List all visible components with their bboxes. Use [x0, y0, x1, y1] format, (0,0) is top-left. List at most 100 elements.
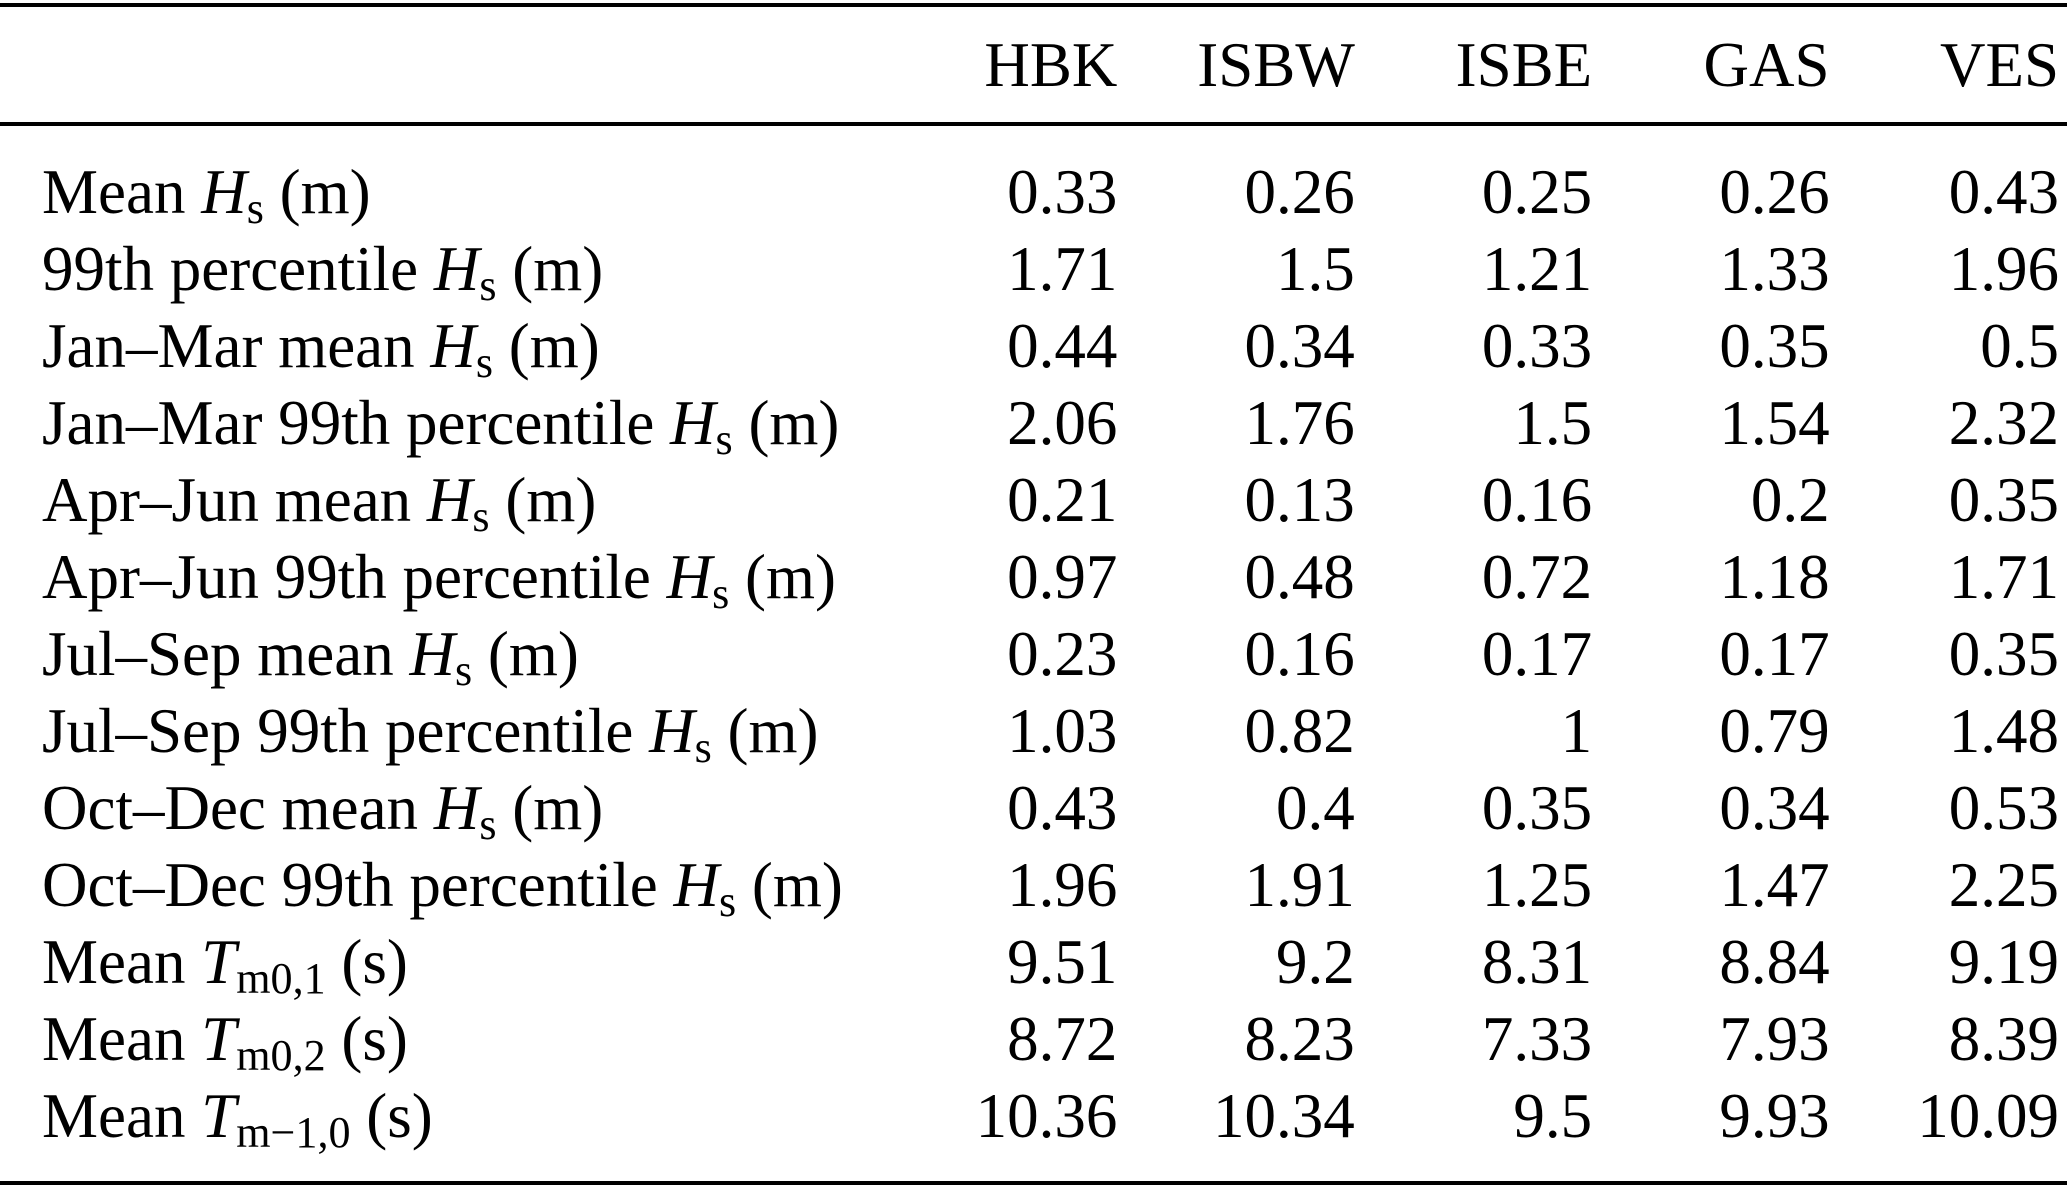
value-cell: 1.21	[1481, 234, 1593, 304]
math-variable: H	[670, 388, 716, 458]
value-cell: 1.76	[1244, 388, 1355, 458]
value-cell: 1.47	[1719, 850, 1830, 920]
value-cell: 8.72	[1007, 1004, 1118, 1074]
row-label-text: Apr–Jun mean	[42, 465, 427, 535]
math-variable: H	[673, 850, 719, 920]
math-variable: H	[433, 773, 480, 843]
row-label-unit: (m)	[489, 465, 597, 535]
row-label: Oct–Dec 99th percentile Hs (m)	[0, 847, 880, 924]
value-cell: 8.31	[1481, 927, 1593, 997]
value-cell: 1.18	[1719, 542, 1830, 612]
header-row: HBK ISBW ISBE GAS VES	[0, 5, 2067, 126]
value-cell: 8.84	[1719, 927, 1830, 997]
row-label-unit: (m)	[496, 234, 604, 304]
table-row: Mean Tm0,1 (s) 9.51 9.2 8.31 8.84 9.19	[0, 924, 2067, 1001]
value-cell: 0.43	[1007, 773, 1118, 843]
row-label: Jan–Mar 99th percentile Hs (m)	[0, 385, 880, 462]
math-variable: T	[201, 1081, 237, 1151]
column-header-ves: VES	[1829, 5, 2067, 126]
math-subscript: s	[712, 568, 730, 618]
value-cell: 0.72	[1481, 542, 1593, 612]
table-header: HBK ISBW ISBE GAS VES	[0, 5, 2067, 126]
wave-statistics-table: HBK ISBW ISBE GAS VES Mean Hs (m) 0.33 0.26 0.2…	[0, 3, 2067, 1185]
value-cell: 0.23	[1007, 619, 1118, 689]
value-cell: 0.33	[1481, 311, 1593, 381]
value-cell: 0.16	[1481, 465, 1593, 535]
row-label: Mean Tm0,2 (s)	[0, 1001, 880, 1078]
math-variable: H	[649, 696, 695, 766]
table-row: Jul–Sep 99th percentile Hs (m) 1.03 0.82 1 0…	[0, 693, 2067, 770]
value-cell: 7.33	[1481, 1004, 1593, 1074]
table-row: Jan–Mar mean Hs (m) 0.44 0.34 0.33 0.35 0.5	[0, 308, 2067, 385]
row-label: Jul–Sep mean Hs (m)	[0, 616, 880, 693]
value-cell: 7.93	[1719, 1004, 1830, 1074]
value-cell: 0.35	[1719, 311, 1830, 381]
value-cell: 0.44	[1007, 311, 1118, 381]
value-cell: 1.25	[1481, 850, 1593, 920]
math-subscript: s	[475, 337, 494, 387]
statistics-table-container: HBK ISBW ISBE GAS VES Mean Hs (m) 0.33 0.26 0.2…	[0, 3, 2067, 1185]
row-label-unit: (m)	[711, 696, 819, 766]
value-cell: 0.21	[1007, 465, 1118, 535]
value-cell: 0.33	[1007, 157, 1118, 227]
math-subscript: m0,2	[236, 1030, 326, 1080]
value-cell: 0.13	[1244, 465, 1355, 535]
value-cell: 2.32	[1948, 388, 2059, 458]
row-label: Mean Tm0,1 (s)	[0, 924, 880, 1001]
table-row: Apr–Jun 99th percentile Hs (m) 0.97 0.48 0.…	[0, 539, 2067, 616]
math-subscript: m−1,0	[236, 1107, 351, 1157]
row-label-text: Jan–Mar mean	[42, 311, 431, 381]
value-cell: 1.71	[1948, 542, 2059, 612]
row-label-text: Oct–Dec 99th percentile	[42, 850, 674, 920]
value-cell: 0.34	[1719, 773, 1830, 843]
row-label-unit: (s)	[350, 1081, 433, 1151]
row-label-text: 99th percentile	[42, 234, 434, 304]
row-label: Apr–Jun mean Hs (m)	[0, 462, 880, 539]
value-cell: 0.35	[1481, 773, 1593, 843]
math-subscript: s	[479, 799, 497, 849]
value-cell: 10.34	[1213, 1081, 1355, 1151]
row-label: Apr–Jun 99th percentile Hs (m)	[0, 539, 880, 616]
value-cell: 9.93	[1719, 1081, 1830, 1151]
value-cell: 0.26	[1719, 157, 1830, 227]
row-label-text: Apr–Jun 99th percentile	[42, 542, 667, 612]
table-row: Jul–Sep mean Hs (m) 0.23 0.16 0.17 0.17 0.35	[0, 616, 2067, 693]
row-label-text: Jan–Mar 99th percentile	[42, 388, 671, 458]
value-cell: 0.5	[1980, 311, 2059, 381]
value-cell: 0.17	[1481, 619, 1593, 689]
row-label-text: Oct–Dec mean	[42, 773, 434, 843]
table-row: Mean Hs (m) 0.33 0.26 0.25 0.26 0.43	[0, 124, 2067, 231]
table-row: Apr–Jun mean Hs (m) 0.21 0.13 0.16 0.2 0.35	[0, 462, 2067, 539]
value-cell: 0.48	[1244, 542, 1355, 612]
row-label-unit: (s)	[325, 1004, 408, 1074]
value-cell: 9.19	[1948, 927, 2059, 997]
value-cell: 9.2	[1276, 927, 1355, 997]
value-cell: 8.23	[1244, 1004, 1355, 1074]
math-subscript: s	[454, 645, 473, 695]
row-label-text: Mean	[42, 1081, 202, 1151]
row-label: Mean Tm−1,0 (s)	[0, 1078, 880, 1183]
column-header-isbe: ISBE	[1354, 5, 1593, 126]
value-cell: 0.34	[1244, 311, 1355, 381]
value-cell: 10.36	[975, 1081, 1118, 1151]
row-label: 99th percentile Hs (m)	[0, 231, 880, 308]
row-label-unit: (m)	[732, 388, 840, 458]
value-cell: 0.82	[1244, 696, 1355, 766]
table-row: Mean Tm0,2 (s) 8.72 8.23 7.33 7.93 8.39	[0, 1001, 2067, 1078]
table-body: Mean Hs (m) 0.33 0.26 0.25 0.26 0.43 99th perc…	[0, 124, 2067, 1183]
row-label-unit: (s)	[325, 927, 408, 997]
row-label-unit: (m)	[736, 850, 843, 920]
math-variable: T	[201, 927, 237, 997]
table-row: 99th percentile Hs (m) 1.71 1.5 1.21 1.33 1.9…	[0, 231, 2067, 308]
row-label-text: Mean	[42, 157, 202, 227]
value-cell: 1.54	[1719, 388, 1830, 458]
value-cell: 10.09	[1917, 1081, 2059, 1151]
value-cell: 1.5	[1276, 234, 1355, 304]
value-cell: 8.39	[1948, 1004, 2059, 1074]
row-label-unit: (m)	[493, 311, 600, 381]
row-label-unit: (m)	[263, 157, 371, 227]
corner-cell	[0, 5, 880, 126]
row-label-unit: (m)	[472, 619, 579, 689]
math-subscript: s	[479, 260, 497, 310]
value-cell: 1.96	[1007, 850, 1118, 920]
